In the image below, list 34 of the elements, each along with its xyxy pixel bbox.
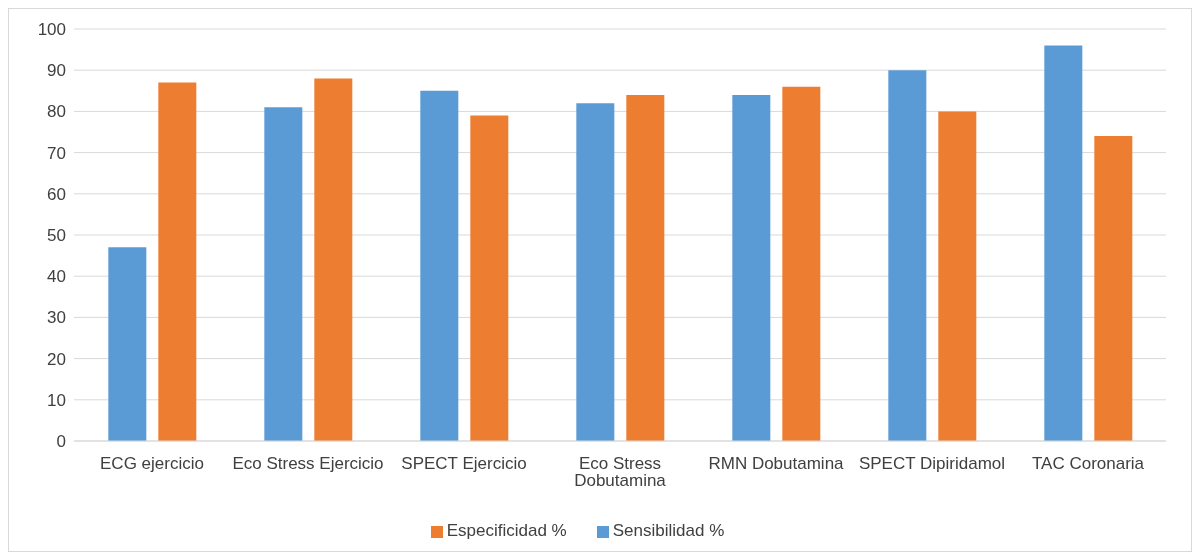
bar: [1094, 136, 1133, 441]
y-tick-label: 90: [47, 61, 66, 81]
y-tick-label: 60: [47, 184, 66, 204]
y-tick-label: 40: [47, 267, 66, 287]
y-tick-label: 10: [47, 390, 66, 410]
y-tick-label: 30: [47, 308, 66, 328]
bar: [576, 103, 615, 441]
bar: [108, 247, 147, 441]
y-tick-label: 0: [56, 432, 66, 452]
bar: [938, 111, 977, 441]
bar: [420, 90, 459, 441]
bar: [626, 94, 665, 441]
bar: [470, 115, 509, 441]
bar: [888, 70, 927, 441]
x-tick-label: SPECT Ejercicio: [401, 454, 527, 474]
y-tick-label: 100: [37, 20, 66, 40]
y-tick-label: 80: [47, 102, 66, 122]
bar: [732, 94, 771, 441]
x-tick-label: ECG ejercicio: [100, 454, 204, 474]
bar: [782, 86, 821, 441]
x-tick-label: Eco Stress Dobutamina: [574, 454, 667, 491]
bar: [158, 82, 197, 441]
legend-label: Especificidad %: [446, 521, 567, 540]
y-tick-label: 70: [47, 143, 66, 163]
y-tick-label: 20: [47, 349, 66, 369]
legend-label: Sensibilidad %: [612, 521, 725, 540]
bar: [1044, 45, 1083, 441]
x-tick-label: SPECT Dipiridamol: [858, 454, 1006, 474]
x-tick-label: RMN Dobutamina: [708, 454, 845, 474]
bar: [264, 107, 303, 441]
y-tick-label: 50: [47, 226, 66, 246]
x-tick-label: Eco Stress Ejercicio: [232, 454, 384, 474]
bar: [314, 78, 353, 441]
x-tick-label: TAC Coronaria: [1031, 454, 1145, 474]
